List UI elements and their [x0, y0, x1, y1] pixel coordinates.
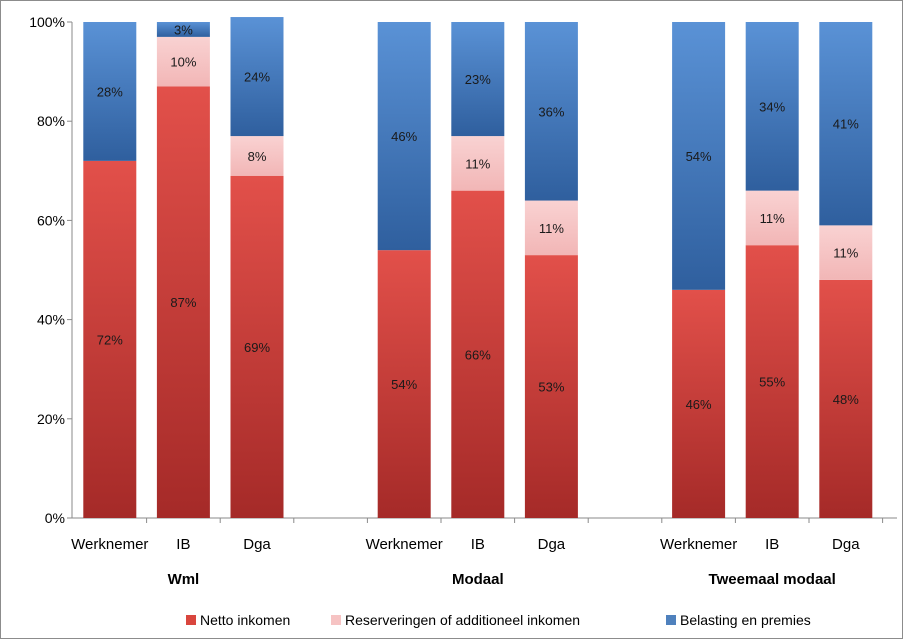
bar-netto: [377, 250, 431, 518]
bar-reservering: [745, 190, 799, 246]
bar-netto: [83, 160, 137, 518]
bar-netto: [672, 289, 726, 518]
group-label: Modaal: [452, 571, 504, 588]
bar-netto: [156, 86, 210, 518]
data-label: 8%: [248, 149, 267, 164]
bar-belasting: [230, 17, 284, 137]
data-label: 11%: [833, 246, 858, 261]
y-tick-label: 0%: [45, 510, 65, 526]
bar-belasting: [377, 22, 431, 251]
bar-belasting: [819, 22, 873, 226]
legend-label: Belasting en premies: [680, 612, 811, 628]
bar-reservering: [230, 136, 284, 176]
legend-swatch-belasting: [666, 615, 676, 625]
group-label: Tweemaal modaal: [709, 571, 836, 588]
y-tick-label: 20%: [37, 411, 65, 427]
data-label: 46%: [391, 129, 417, 144]
bar-reservering: [451, 136, 505, 191]
data-label: 69%: [244, 340, 270, 355]
x-category-label: Werknemer: [71, 536, 148, 553]
x-category-label: Werknemer: [366, 536, 443, 553]
bar-belasting: [672, 22, 726, 290]
data-label: 3%: [174, 22, 193, 37]
x-category-label: Werknemer: [660, 536, 737, 553]
data-label: 48%: [833, 392, 859, 407]
data-labels: 72% 28% 87% 10% 3% 69% 8% 24% 54% 46% 66% 11% 23% 53%…: [97, 22, 859, 411]
data-label: 46%: [686, 397, 712, 412]
legend: Netto inkomen Reserveringen of additionee…: [186, 612, 811, 628]
data-label: 10%: [170, 55, 196, 70]
y-tick-label: 80%: [37, 113, 65, 129]
data-label: 23%: [465, 72, 491, 87]
data-label: 53%: [538, 380, 564, 395]
bar-belasting: [451, 22, 505, 137]
bar-netto: [230, 175, 284, 518]
data-label: 36%: [538, 104, 564, 119]
bar-netto: [745, 245, 799, 518]
bar-netto: [451, 190, 505, 518]
legend-label: Reserveringen of additioneel inkomen: [345, 612, 580, 628]
y-tick-label: 60%: [37, 212, 65, 228]
x-category-label: IB: [176, 536, 190, 553]
bar-belasting: [745, 22, 799, 191]
y-tick-label: 40%: [37, 312, 65, 328]
bar-belasting: [156, 22, 210, 37]
bar-reservering: [819, 225, 873, 280]
x-category-label: Dga: [243, 536, 271, 553]
x-category-label: Dga: [832, 536, 860, 553]
data-label: 72%: [97, 332, 123, 347]
data-label: 24%: [244, 70, 270, 85]
x-category-label: IB: [765, 536, 779, 553]
bar-reservering: [524, 200, 578, 256]
legend-swatch-reservering: [331, 615, 341, 625]
data-label: 87%: [170, 295, 196, 310]
y-tick-label: 100%: [29, 14, 65, 30]
data-label: 11%: [539, 221, 564, 236]
bar-belasting: [83, 22, 137, 161]
data-label: 11%: [760, 211, 785, 226]
bar-belasting: [524, 22, 578, 201]
bar-reservering: [156, 36, 210, 87]
data-label: 54%: [391, 377, 417, 392]
bar-netto: [524, 255, 578, 518]
legend-label: Netto inkomen: [200, 612, 290, 628]
data-label: 28%: [97, 84, 123, 99]
data-label: 55%: [759, 375, 785, 390]
legend-swatch-netto: [186, 615, 196, 625]
bars: [83, 17, 873, 518]
x-category-label: Dga: [538, 536, 566, 553]
x-category-label: IB: [471, 536, 485, 553]
data-label: 11%: [465, 156, 490, 171]
group-label: Wml: [168, 571, 200, 588]
bar-netto: [819, 279, 873, 518]
data-label: 41%: [833, 117, 859, 132]
data-label: 66%: [465, 347, 491, 362]
data-label: 54%: [686, 149, 712, 164]
data-label: 34%: [759, 99, 785, 114]
